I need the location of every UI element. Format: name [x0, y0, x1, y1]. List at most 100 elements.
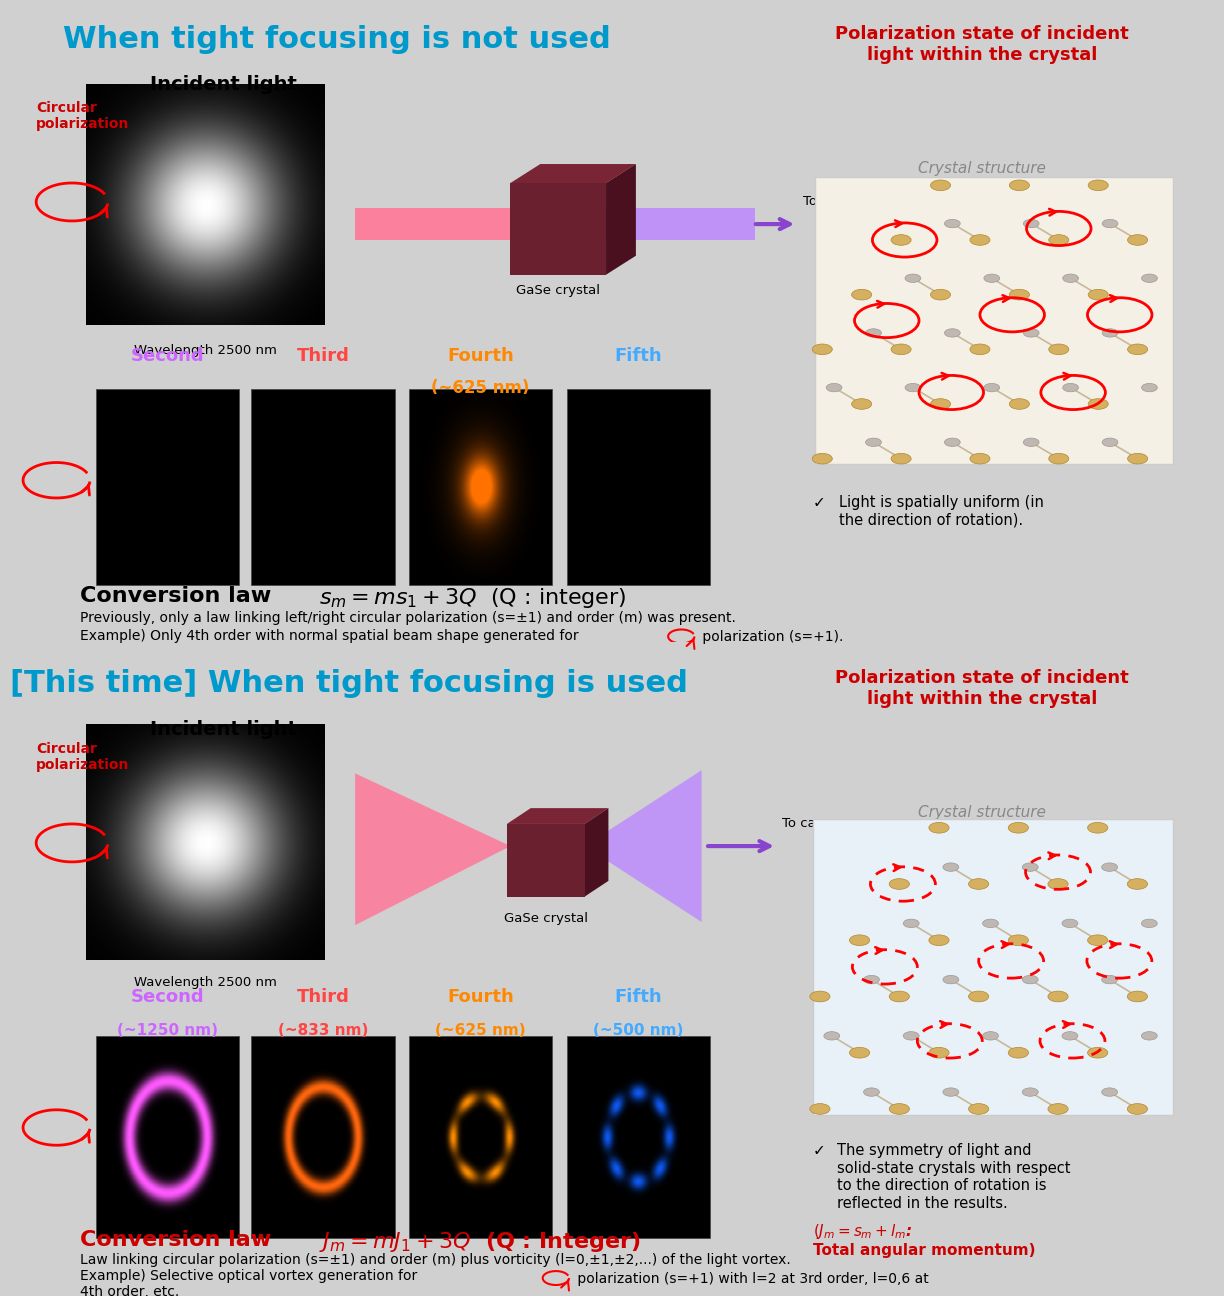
- Circle shape: [1102, 976, 1118, 984]
- Bar: [507, 824, 585, 897]
- Text: Second: Second: [131, 989, 204, 1007]
- Polygon shape: [606, 209, 755, 240]
- Circle shape: [945, 329, 961, 337]
- Polygon shape: [355, 774, 510, 925]
- Text: (~1250 nm): (~1250 nm): [118, 1023, 218, 1038]
- Circle shape: [983, 919, 999, 928]
- Circle shape: [1127, 454, 1148, 464]
- Circle shape: [1048, 1104, 1069, 1115]
- Circle shape: [969, 454, 990, 464]
- Circle shape: [1062, 384, 1078, 391]
- Text: Example) Selective optical vortex generation for: Example) Selective optical vortex genera…: [81, 1269, 417, 1283]
- Circle shape: [1010, 180, 1029, 191]
- Circle shape: [1023, 438, 1039, 446]
- Circle shape: [889, 991, 909, 1002]
- Circle shape: [1009, 823, 1028, 833]
- Circle shape: [930, 180, 951, 191]
- Text: Polarization state of incident
light within the crystal: Polarization state of incident light wit…: [836, 25, 1130, 64]
- Circle shape: [891, 235, 911, 245]
- Circle shape: [1010, 399, 1029, 410]
- Text: polarization (s=+1).: polarization (s=+1).: [698, 630, 843, 644]
- Bar: [567, 1036, 710, 1238]
- Text: ✓: ✓: [813, 495, 825, 509]
- Bar: [251, 389, 394, 584]
- Text: Circular
polarization: Circular polarization: [37, 101, 130, 131]
- Text: Light is spatially uniform (in
the direction of rotation).: Light is spatially uniform (in the direc…: [838, 495, 1044, 527]
- Circle shape: [865, 438, 881, 446]
- Circle shape: [1127, 879, 1147, 889]
- Text: Fourth: Fourth: [447, 989, 514, 1007]
- Polygon shape: [507, 809, 608, 824]
- Circle shape: [983, 1032, 999, 1041]
- Circle shape: [1127, 1104, 1147, 1115]
- Text: Law linking circular polarization (s=±1) and order (m) plus vorticity (l=0,±1,±2: Law linking circular polarization (s=±1)…: [81, 1253, 791, 1266]
- Text: GaSe crystal: GaSe crystal: [517, 284, 600, 297]
- Text: To camera: To camera: [803, 196, 871, 209]
- Bar: [409, 1036, 552, 1238]
- Text: Example) Only 4th order with normal spatial beam shape generated for: Example) Only 4th order with normal spat…: [81, 629, 579, 643]
- Circle shape: [1088, 180, 1108, 191]
- Polygon shape: [355, 209, 517, 240]
- Circle shape: [852, 399, 871, 410]
- Circle shape: [1102, 329, 1118, 337]
- Circle shape: [930, 289, 951, 299]
- Circle shape: [1141, 919, 1157, 928]
- Circle shape: [826, 384, 842, 391]
- Circle shape: [1022, 863, 1038, 871]
- Circle shape: [1010, 289, 1029, 299]
- Text: Total angular momentum): Total angular momentum): [813, 1243, 1036, 1257]
- Circle shape: [903, 1032, 919, 1041]
- Polygon shape: [510, 165, 636, 183]
- Circle shape: [1062, 1032, 1078, 1041]
- Bar: [510, 183, 606, 275]
- Text: $(J_m = s_m + l_m$:: $(J_m = s_m + l_m$:: [813, 1222, 912, 1242]
- Circle shape: [1088, 823, 1108, 833]
- Text: The symmetry of light and
solid-state crystals with respect
to the direction of : The symmetry of light and solid-state cr…: [836, 1143, 1070, 1210]
- Circle shape: [891, 454, 911, 464]
- Polygon shape: [585, 770, 701, 921]
- Text: [This time] When tight focusing is used: [This time] When tight focusing is used: [10, 669, 688, 699]
- Text: Wavelength 2500 nm: Wavelength 2500 nm: [135, 345, 278, 358]
- Text: polarization (s=+1) with l=2 at 3rd order, l=0,6 at: polarization (s=+1) with l=2 at 3rd orde…: [573, 1271, 928, 1286]
- Circle shape: [1023, 329, 1039, 337]
- Circle shape: [810, 991, 830, 1002]
- Text: Polarization state of incident
light within the crystal: Polarization state of incident light wit…: [836, 669, 1130, 708]
- Circle shape: [905, 273, 920, 283]
- Bar: [95, 1036, 239, 1238]
- Circle shape: [864, 1087, 879, 1096]
- Text: Previously, only a law linking left/right circular polarization (s=±1) and order: Previously, only a law linking left/righ…: [81, 612, 737, 625]
- Text: To camera: To camera: [782, 818, 851, 831]
- Circle shape: [968, 991, 989, 1002]
- Circle shape: [1102, 219, 1118, 228]
- Circle shape: [945, 438, 961, 446]
- Circle shape: [984, 384, 1000, 391]
- Circle shape: [905, 384, 920, 391]
- Circle shape: [929, 934, 949, 946]
- Circle shape: [1102, 1087, 1118, 1096]
- Circle shape: [1127, 235, 1148, 245]
- Circle shape: [1023, 219, 1039, 228]
- Circle shape: [852, 289, 871, 299]
- Circle shape: [945, 219, 961, 228]
- Text: Conversion law: Conversion law: [81, 1230, 272, 1249]
- Text: (~625 nm): (~625 nm): [436, 1023, 526, 1038]
- Text: Fourth: Fourth: [447, 347, 514, 365]
- Circle shape: [1102, 863, 1118, 871]
- Text: Second: Second: [131, 347, 204, 365]
- Text: $J_m = mJ_1 + 3Q$  (Q : Integer): $J_m = mJ_1 + 3Q$ (Q : Integer): [319, 1230, 641, 1255]
- Text: Third: Third: [296, 989, 349, 1007]
- Circle shape: [903, 919, 919, 928]
- Circle shape: [865, 329, 881, 337]
- Circle shape: [1062, 919, 1078, 928]
- Circle shape: [1088, 934, 1108, 946]
- Circle shape: [942, 976, 958, 984]
- Circle shape: [889, 1104, 909, 1115]
- Bar: [815, 176, 1174, 464]
- Bar: [813, 819, 1174, 1115]
- Circle shape: [968, 879, 989, 889]
- Text: (~625 nm): (~625 nm): [431, 378, 530, 397]
- Circle shape: [1088, 399, 1108, 410]
- Text: (~833 nm): (~833 nm): [278, 1023, 368, 1038]
- Text: Incident light: Incident light: [151, 75, 297, 95]
- Polygon shape: [606, 165, 636, 275]
